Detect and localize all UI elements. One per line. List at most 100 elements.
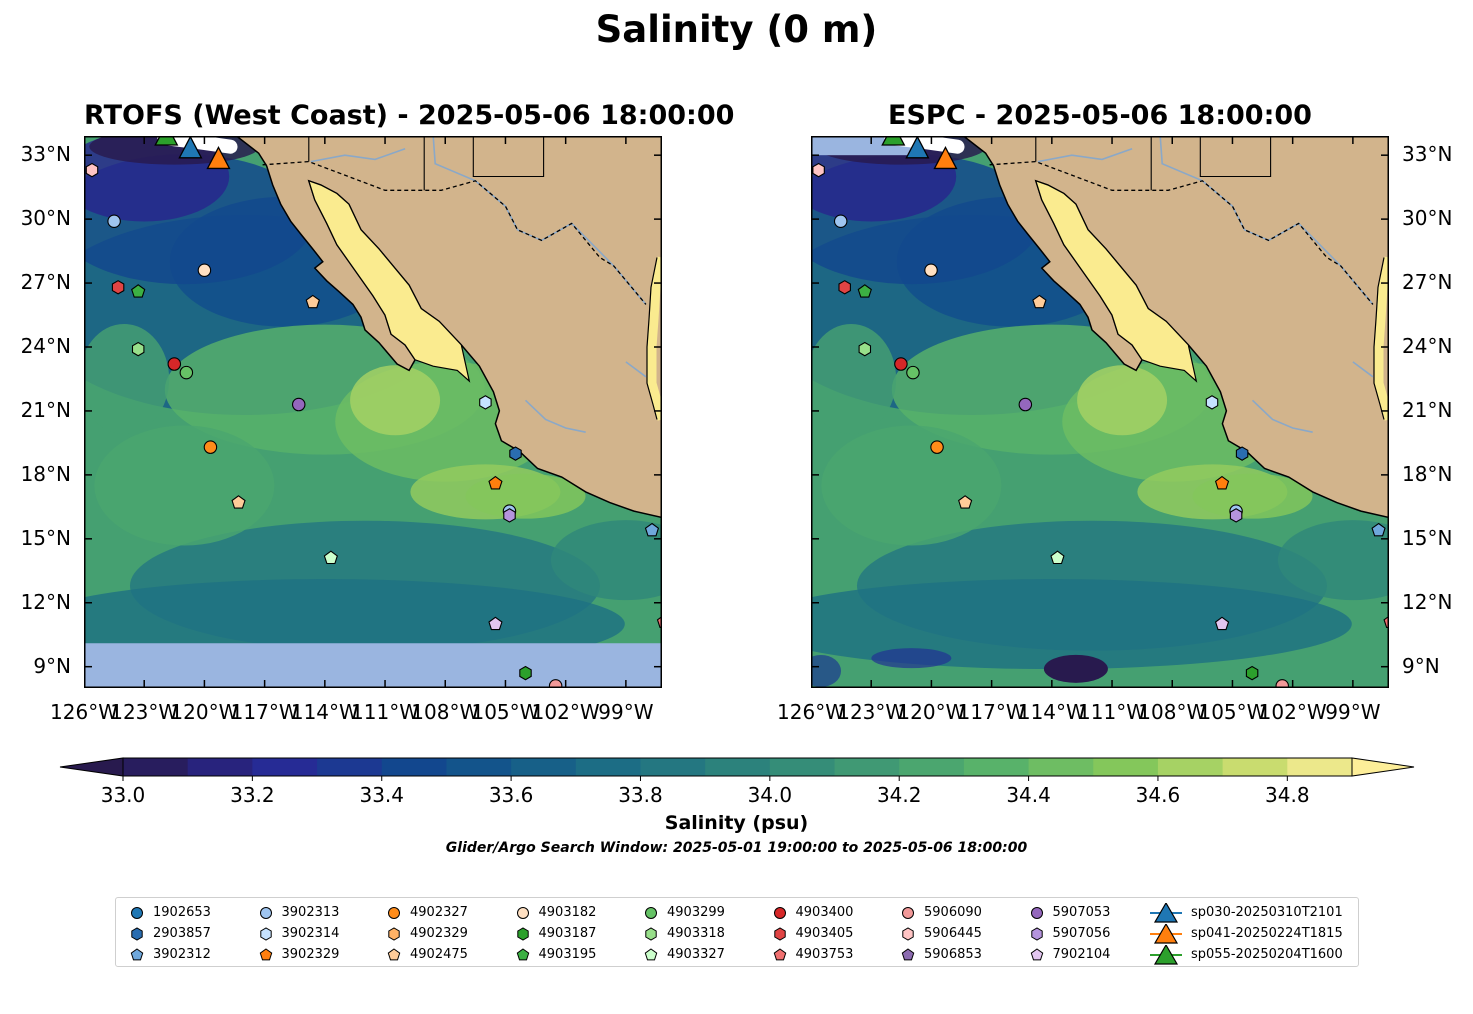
river — [1352, 361, 1374, 378]
colorbar-segment — [769, 758, 836, 776]
colorbar-segment — [575, 758, 641, 776]
legend-item-5907053: 5907053 — [1029, 902, 1110, 923]
colorbar-tick-label: 34.8 — [1265, 783, 1310, 807]
float-marker-4902475[interactable] — [1032, 294, 1047, 309]
legend-item-5906090: 5906090 — [900, 902, 982, 923]
legend-marker-hexagon — [645, 926, 657, 941]
float-marker-5906445[interactable] — [85, 162, 99, 178]
colorbar-tick-label: 33.2 — [230, 783, 275, 807]
river — [524, 399, 586, 433]
float-marker-2903857[interactable] — [1235, 446, 1249, 461]
legend-marker-pentagon — [901, 947, 915, 960]
espc-map[interactable] — [811, 136, 1389, 688]
panel-title-rtofs: RTOFS (West Coast) - 2025-05-06 18:00:00 — [84, 100, 735, 131]
legend-item-4903327: 4903327 — [643, 944, 725, 965]
float-marker-3902314[interactable] — [1205, 395, 1219, 410]
lon-tick-label: 117°W — [230, 700, 299, 724]
colorbar-segment — [1093, 758, 1159, 776]
colorbar-tick-label: 34.0 — [748, 783, 793, 807]
glider-marker-sp055-20250204T1600[interactable] — [154, 136, 179, 146]
legend-marker-pentagon — [259, 947, 272, 960]
colorbar-segment — [1287, 758, 1353, 776]
lon-tick-label: 117°W — [957, 700, 1026, 724]
float-marker-5907056[interactable] — [503, 508, 516, 523]
float-marker-5907053[interactable] — [1018, 397, 1033, 412]
float-marker-4902327[interactable] — [203, 440, 218, 454]
float-marker-4903405[interactable] — [838, 280, 851, 295]
lat-tick-label: 12°N — [1402, 589, 1453, 614]
float-marker-4903318[interactable] — [131, 341, 145, 357]
legend-marker-hexagon — [259, 926, 272, 941]
legend-item-sp041-20250224T1815: sp041-20250224T1815 — [1149, 923, 1343, 944]
float-marker-4902327[interactable] — [930, 440, 944, 454]
glider-marker-sp055-20250204T1600[interactable] — [881, 136, 906, 146]
lon-tick-label: 126°W — [777, 700, 845, 724]
glider-marker-sp030-20250310T2101[interactable] — [178, 136, 203, 159]
float-marker-4903299[interactable] — [906, 365, 920, 380]
legend-item-2903857: 2903857 — [129, 923, 211, 944]
colorbar-tick-label: 34.6 — [1136, 783, 1181, 807]
float-marker-5907056[interactable] — [1229, 508, 1243, 523]
float-marker-5906090[interactable] — [548, 679, 563, 688]
legend-label: 3902329 — [281, 947, 340, 962]
legend-label: 5906853 — [924, 947, 982, 962]
float-marker-3902313[interactable] — [107, 214, 121, 229]
glider-marker-sp030-20250310T2101[interactable] — [905, 136, 930, 159]
lat-tick-label: 30°N — [20, 206, 71, 231]
float-marker-4903327[interactable] — [1050, 550, 1065, 565]
legend-label: 4903400 — [795, 905, 854, 920]
float-marker-4902475[interactable] — [305, 294, 320, 309]
float-marker-2903857[interactable] — [509, 446, 522, 461]
float-marker-4903182[interactable] — [197, 263, 212, 278]
float-marker-4902475[interactable] — [231, 495, 246, 509]
map-frame — [811, 136, 1389, 688]
float-marker-4903400[interactable] — [894, 357, 908, 371]
float-marker-4903400[interactable] — [167, 357, 182, 371]
legend-marker-circle — [902, 906, 914, 919]
lon-tick-label: 102°W — [531, 700, 600, 724]
float-marker-4903318[interactable] — [858, 341, 872, 357]
lon-tick-label: 120°W — [170, 700, 239, 724]
float-marker-7902104[interactable] — [1214, 616, 1230, 631]
float-marker-7902104[interactable] — [488, 616, 503, 631]
float-marker-4903327[interactable] — [323, 550, 338, 565]
search-window-caption: Glider/Argo Search Window: 2025-05-01 19… — [445, 840, 1028, 856]
float-marker-4903195[interactable] — [857, 284, 872, 298]
low-salinity-patch — [1043, 654, 1108, 683]
salinity-patch — [84, 323, 170, 434]
float-marker-4902475[interactable] — [958, 495, 973, 509]
float-marker-4903187[interactable] — [1245, 665, 1259, 681]
colorbar-tick-label: 33.0 — [101, 783, 146, 807]
lat-tick-label: 18°N — [20, 461, 71, 486]
legend-marker-circle — [1030, 906, 1043, 919]
float-marker-3902312[interactable] — [644, 522, 660, 537]
float-marker-3902313[interactable] — [833, 214, 848, 229]
float-marker-5907053[interactable] — [291, 397, 306, 412]
float-marker-4903182[interactable] — [924, 263, 938, 278]
colorbar-extend-low — [59, 757, 124, 777]
rtofs-map[interactable] — [84, 136, 662, 688]
legend-label: 4903195 — [538, 947, 597, 962]
legend-label: 4903327 — [667, 947, 725, 962]
glider-marker-sp041-20250224T1815[interactable] — [206, 146, 231, 170]
legend-glider-marker — [1150, 923, 1182, 944]
legend-item-3902313: 3902313 — [258, 902, 340, 923]
float-marker-4903405[interactable] — [111, 280, 125, 295]
float-marker-4903187[interactable] — [519, 665, 532, 681]
colorbar-segment — [834, 758, 900, 776]
legend-label: 3902312 — [153, 947, 211, 962]
float-marker-4903195[interactable] — [131, 284, 146, 298]
legend-label: 3902313 — [281, 905, 340, 920]
float-marker-3902329[interactable] — [488, 475, 503, 490]
glider-marker-sp041-20250224T1815[interactable] — [933, 146, 958, 170]
float-marker-5906445[interactable] — [812, 162, 825, 178]
float-marker-3902312[interactable] — [1371, 522, 1386, 537]
lat-tick-label: 9°N — [1402, 653, 1440, 678]
legend-marker-circle — [131, 906, 143, 919]
legend-label: sp055-20250204T1600 — [1191, 947, 1343, 962]
float-marker-3902329[interactable] — [1214, 475, 1230, 490]
float-marker-3902314[interactable] — [479, 395, 492, 410]
float-marker-5906090[interactable] — [1275, 679, 1289, 688]
float-marker-4903299[interactable] — [179, 365, 194, 380]
legend-label: 4902327 — [410, 905, 468, 920]
